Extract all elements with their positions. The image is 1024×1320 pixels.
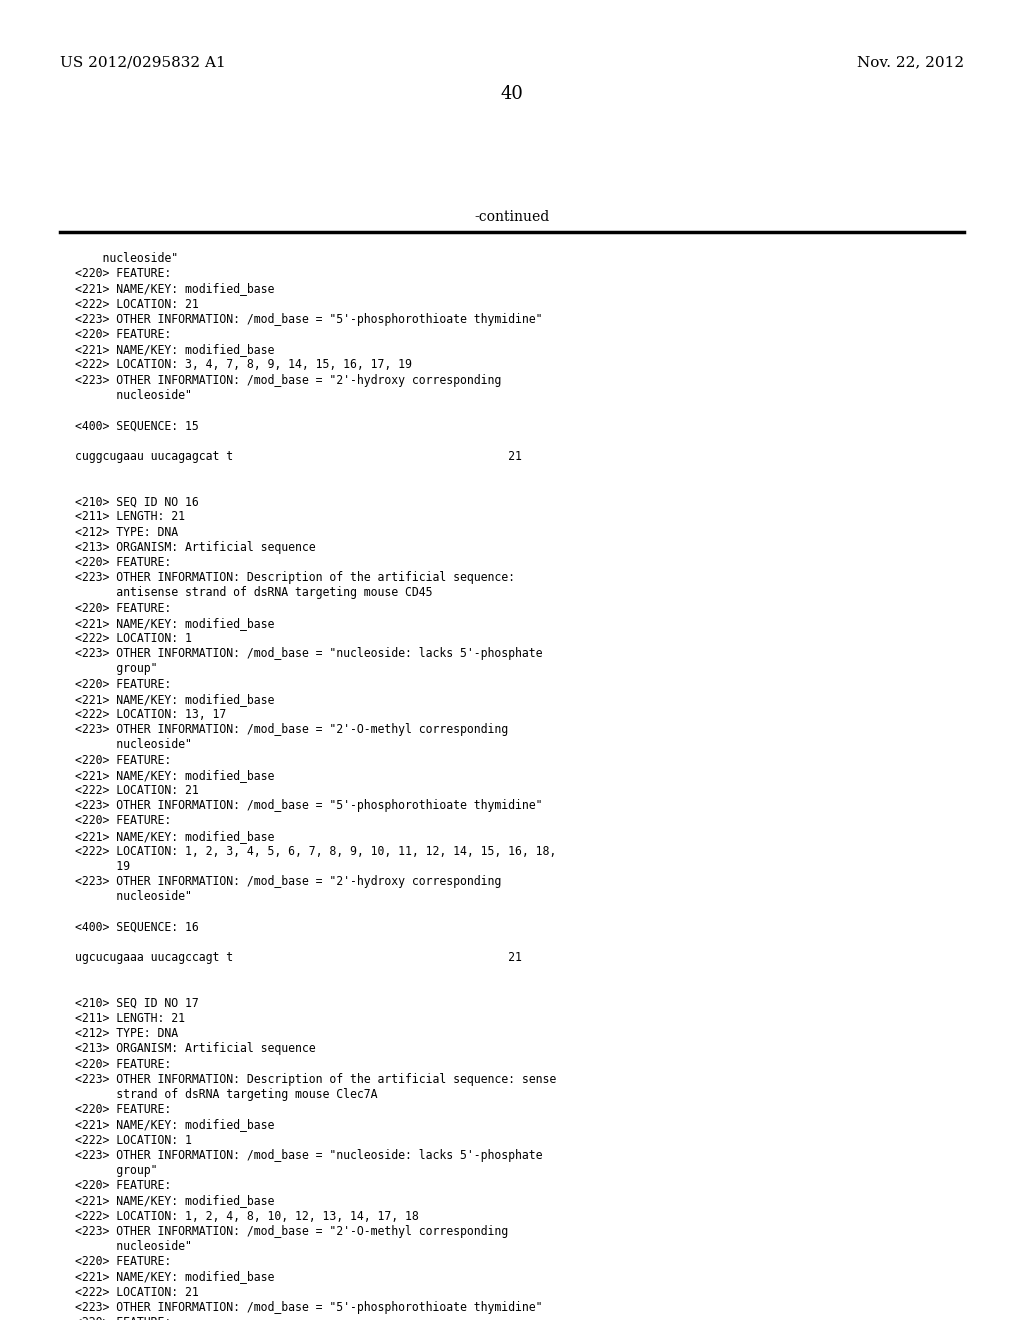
Text: ugcucugaaa uucagccagt t                                        21: ugcucugaaa uucagccagt t 21 — [75, 952, 522, 964]
Text: <222> LOCATION: 1, 2, 3, 4, 5, 6, 7, 8, 9, 10, 11, 12, 14, 15, 16, 18,: <222> LOCATION: 1, 2, 3, 4, 5, 6, 7, 8, … — [75, 845, 556, 858]
Text: <211> LENGTH: 21: <211> LENGTH: 21 — [75, 1012, 185, 1026]
Text: <220> FEATURE:: <220> FEATURE: — [75, 267, 171, 280]
Text: <221> NAME/KEY: modified_base: <221> NAME/KEY: modified_base — [75, 343, 274, 356]
Text: group": group" — [75, 1164, 158, 1177]
Text: <213> ORGANISM: Artificial sequence: <213> ORGANISM: Artificial sequence — [75, 541, 315, 554]
Text: <223> OTHER INFORMATION: /mod_base = "2'-hydroxy corresponding: <223> OTHER INFORMATION: /mod_base = "2'… — [75, 875, 502, 888]
Text: <400> SEQUENCE: 15: <400> SEQUENCE: 15 — [75, 420, 199, 432]
Text: antisense strand of dsRNA targeting mouse CD45: antisense strand of dsRNA targeting mous… — [75, 586, 432, 599]
Text: <222> LOCATION: 1, 2, 4, 8, 10, 12, 13, 14, 17, 18: <222> LOCATION: 1, 2, 4, 8, 10, 12, 13, … — [75, 1209, 419, 1222]
Text: <223> OTHER INFORMATION: /mod_base = "5'-phosphorothioate thymidine": <223> OTHER INFORMATION: /mod_base = "5'… — [75, 799, 543, 812]
Text: <223> OTHER INFORMATION: /mod_base = "nucleoside: lacks 5'-phosphate: <223> OTHER INFORMATION: /mod_base = "nu… — [75, 1148, 543, 1162]
Text: <223> OTHER INFORMATION: /mod_base = "nucleoside: lacks 5'-phosphate: <223> OTHER INFORMATION: /mod_base = "nu… — [75, 647, 543, 660]
Text: <212> TYPE: DNA: <212> TYPE: DNA — [75, 1027, 178, 1040]
Text: <220> FEATURE:: <220> FEATURE: — [75, 754, 171, 767]
Text: <221> NAME/KEY: modified_base: <221> NAME/KEY: modified_base — [75, 1270, 274, 1283]
Text: <220> FEATURE:: <220> FEATURE: — [75, 677, 171, 690]
Text: <400> SEQUENCE: 16: <400> SEQUENCE: 16 — [75, 921, 199, 933]
Text: <220> FEATURE:: <220> FEATURE: — [75, 1316, 171, 1320]
Text: <221> NAME/KEY: modified_base: <221> NAME/KEY: modified_base — [75, 829, 274, 842]
Text: nucleoside": nucleoside" — [75, 891, 191, 903]
Text: <220> FEATURE:: <220> FEATURE: — [75, 1057, 171, 1071]
Text: <222> LOCATION: 21: <222> LOCATION: 21 — [75, 784, 199, 797]
Text: <212> TYPE: DNA: <212> TYPE: DNA — [75, 525, 178, 539]
Text: <223> OTHER INFORMATION: Description of the artificial sequence: sense: <223> OTHER INFORMATION: Description of … — [75, 1073, 556, 1086]
Text: -continued: -continued — [474, 210, 550, 224]
Text: <210> SEQ ID NO 16: <210> SEQ ID NO 16 — [75, 495, 199, 508]
Text: <223> OTHER INFORMATION: Description of the artificial sequence:: <223> OTHER INFORMATION: Description of … — [75, 572, 515, 585]
Text: 19: 19 — [75, 861, 130, 873]
Text: <210> SEQ ID NO 17: <210> SEQ ID NO 17 — [75, 997, 199, 1010]
Text: strand of dsRNA targeting mouse Clec7A: strand of dsRNA targeting mouse Clec7A — [75, 1088, 378, 1101]
Text: <220> FEATURE:: <220> FEATURE: — [75, 556, 171, 569]
Text: <222> LOCATION: 1: <222> LOCATION: 1 — [75, 1134, 191, 1147]
Text: nucleoside": nucleoside" — [75, 252, 178, 265]
Text: <221> NAME/KEY: modified_base: <221> NAME/KEY: modified_base — [75, 1195, 274, 1208]
Text: US 2012/0295832 A1: US 2012/0295832 A1 — [60, 55, 225, 69]
Text: nucleoside": nucleoside" — [75, 389, 191, 401]
Text: <220> FEATURE:: <220> FEATURE: — [75, 1255, 171, 1269]
Text: <222> LOCATION: 21: <222> LOCATION: 21 — [75, 1286, 199, 1299]
Text: cuggcugaau uucagagcat t                                        21: cuggcugaau uucagagcat t 21 — [75, 450, 522, 462]
Text: <222> LOCATION: 21: <222> LOCATION: 21 — [75, 297, 199, 310]
Text: <223> OTHER INFORMATION: /mod_base = "5'-phosphorothioate thymidine": <223> OTHER INFORMATION: /mod_base = "5'… — [75, 1300, 543, 1313]
Text: group": group" — [75, 663, 158, 676]
Text: 40: 40 — [501, 84, 523, 103]
Text: <223> OTHER INFORMATION: /mod_base = "2'-hydroxy corresponding: <223> OTHER INFORMATION: /mod_base = "2'… — [75, 374, 502, 387]
Text: nucleoside": nucleoside" — [75, 1239, 191, 1253]
Text: <223> OTHER INFORMATION: /mod_base = "2'-O-methyl corresponding: <223> OTHER INFORMATION: /mod_base = "2'… — [75, 723, 508, 737]
Text: <221> NAME/KEY: modified_base: <221> NAME/KEY: modified_base — [75, 1118, 274, 1131]
Text: Nov. 22, 2012: Nov. 22, 2012 — [857, 55, 964, 69]
Text: <221> NAME/KEY: modified_base: <221> NAME/KEY: modified_base — [75, 616, 274, 630]
Text: nucleoside": nucleoside" — [75, 738, 191, 751]
Text: <222> LOCATION: 3, 4, 7, 8, 9, 14, 15, 16, 17, 19: <222> LOCATION: 3, 4, 7, 8, 9, 14, 15, 1… — [75, 359, 412, 371]
Text: <222> LOCATION: 13, 17: <222> LOCATION: 13, 17 — [75, 708, 226, 721]
Text: <213> ORGANISM: Artificial sequence: <213> ORGANISM: Artificial sequence — [75, 1043, 315, 1056]
Text: <221> NAME/KEY: modified_base: <221> NAME/KEY: modified_base — [75, 282, 274, 296]
Text: <220> FEATURE:: <220> FEATURE: — [75, 814, 171, 828]
Text: <221> NAME/KEY: modified_base: <221> NAME/KEY: modified_base — [75, 768, 274, 781]
Text: <223> OTHER INFORMATION: /mod_base = "5'-phosphorothioate thymidine": <223> OTHER INFORMATION: /mod_base = "5'… — [75, 313, 543, 326]
Text: <220> FEATURE:: <220> FEATURE: — [75, 327, 171, 341]
Text: <211> LENGTH: 21: <211> LENGTH: 21 — [75, 511, 185, 524]
Text: <220> FEATURE:: <220> FEATURE: — [75, 1104, 171, 1117]
Text: <220> FEATURE:: <220> FEATURE: — [75, 602, 171, 615]
Text: <223> OTHER INFORMATION: /mod_base = "2'-O-methyl corresponding: <223> OTHER INFORMATION: /mod_base = "2'… — [75, 1225, 508, 1238]
Text: <221> NAME/KEY: modified_base: <221> NAME/KEY: modified_base — [75, 693, 274, 706]
Text: <222> LOCATION: 1: <222> LOCATION: 1 — [75, 632, 191, 645]
Text: <220> FEATURE:: <220> FEATURE: — [75, 1179, 171, 1192]
